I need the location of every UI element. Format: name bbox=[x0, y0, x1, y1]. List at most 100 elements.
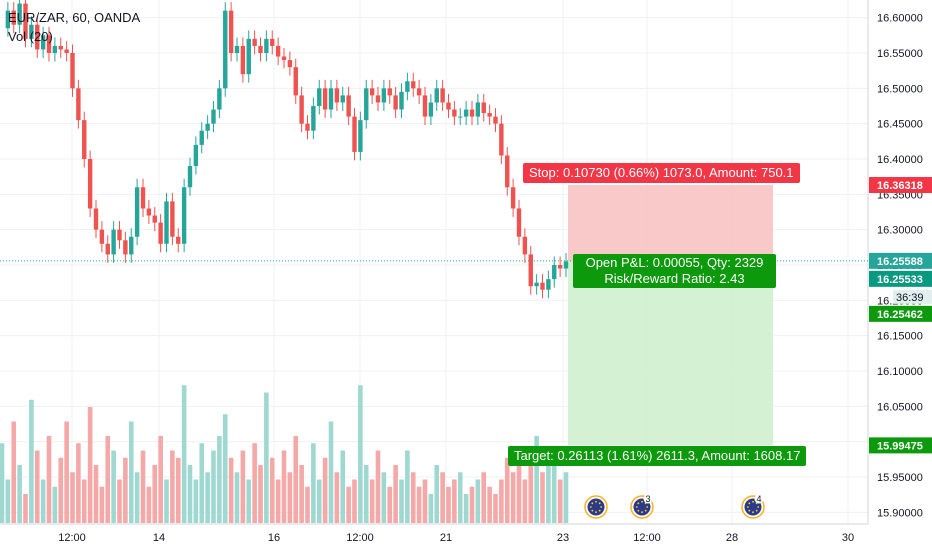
volume-bar bbox=[516, 450, 522, 523]
volume-bar bbox=[346, 486, 351, 523]
volume-bar bbox=[134, 472, 140, 523]
price-tick-label: 16.30000 bbox=[877, 225, 923, 237]
candle-body bbox=[176, 236, 181, 244]
candle-body bbox=[111, 229, 116, 255]
volume-bar bbox=[11, 421, 17, 523]
stop-label-text: Stop: 0.10730 (0.66%) 1073.0, Amount: 75… bbox=[529, 165, 794, 180]
volume-bar bbox=[358, 385, 363, 523]
volume-bar bbox=[99, 486, 105, 523]
volume-bar bbox=[369, 479, 375, 523]
candle-body bbox=[82, 120, 87, 159]
candle-body bbox=[164, 201, 169, 244]
volume-bar bbox=[375, 450, 381, 523]
candle-body bbox=[129, 236, 134, 255]
eu-star bbox=[644, 509, 647, 512]
time-tick-label: 16 bbox=[268, 532, 280, 544]
target-label[interactable]: Target: 0.26113 (1.61%) 2611.3, Amount: … bbox=[508, 446, 807, 466]
candle-body bbox=[211, 109, 216, 124]
volume-bar bbox=[422, 479, 428, 523]
volume-bar bbox=[522, 479, 528, 523]
candle-body bbox=[411, 81, 416, 89]
stop-zone bbox=[568, 185, 773, 262]
candle-body bbox=[510, 187, 516, 209]
volume-bar bbox=[311, 443, 316, 523]
volume-bar bbox=[546, 457, 551, 523]
volume-bar bbox=[58, 457, 64, 523]
candle-body bbox=[99, 229, 105, 244]
candle-body bbox=[458, 116, 463, 118]
volume-bar bbox=[457, 472, 463, 523]
volume-bar bbox=[46, 436, 52, 523]
volume-bar bbox=[551, 450, 557, 523]
candle-body bbox=[217, 88, 222, 110]
time-tick-label: 28 bbox=[726, 532, 738, 544]
volume-bar bbox=[352, 479, 357, 523]
entry2-price-tag: 16.25462 bbox=[869, 305, 932, 322]
volume-bar bbox=[293, 436, 299, 523]
volume-bar bbox=[499, 479, 504, 523]
volume-bar bbox=[322, 457, 328, 523]
price-tick-label: 16.60000 bbox=[877, 13, 923, 25]
volume-bar bbox=[234, 472, 240, 523]
candle-body bbox=[93, 208, 99, 230]
candle-body bbox=[299, 95, 304, 124]
target-price-tag-text: 15.99475 bbox=[877, 440, 923, 452]
volume-bar bbox=[76, 443, 81, 523]
candle-body bbox=[493, 116, 498, 124]
candle-body bbox=[240, 45, 246, 75]
time-tick-label: 12:00 bbox=[58, 532, 86, 544]
candle-body bbox=[469, 109, 475, 117]
volume-bar bbox=[504, 457, 510, 523]
volume-bar bbox=[128, 421, 134, 523]
volume-bar bbox=[211, 450, 216, 523]
candle-body bbox=[193, 144, 199, 167]
volume-bar bbox=[399, 479, 404, 523]
target-zone bbox=[568, 261, 773, 446]
eu-star bbox=[595, 500, 597, 503]
candle-body bbox=[11, 10, 16, 25]
candle-body bbox=[105, 243, 110, 255]
candle-body bbox=[446, 102, 451, 110]
stop-label[interactable]: Stop: 0.10730 (0.66%) 1073.0, Amount: 75… bbox=[523, 163, 800, 183]
volume-bar bbox=[393, 465, 398, 523]
candle-body bbox=[170, 201, 175, 237]
volume-bar bbox=[264, 392, 269, 523]
volume-bar bbox=[246, 479, 252, 523]
candle-body bbox=[516, 208, 522, 237]
eu-star bbox=[591, 509, 594, 512]
time-tick-label: 14 bbox=[153, 532, 165, 544]
volume-bar bbox=[199, 443, 205, 523]
volume-bar bbox=[105, 436, 111, 523]
volume-bar bbox=[117, 479, 122, 523]
current-price-tag-bg bbox=[869, 252, 932, 269]
volume-bar bbox=[187, 465, 193, 523]
eu-star bbox=[635, 506, 638, 508]
volume-bar bbox=[434, 465, 440, 523]
candle-body bbox=[328, 88, 334, 110]
time-tick-label: 21 bbox=[440, 532, 452, 544]
candle-body bbox=[205, 123, 210, 131]
volume-bar bbox=[40, 479, 46, 523]
volume-bar bbox=[275, 479, 281, 523]
event-count-bg bbox=[643, 494, 653, 504]
volume-bar bbox=[29, 399, 34, 523]
volume-bar bbox=[0, 443, 5, 523]
volume-bar bbox=[387, 486, 393, 523]
volume-bar bbox=[93, 465, 99, 523]
candle-body bbox=[340, 95, 345, 103]
volume-bar bbox=[240, 450, 246, 523]
candle-body bbox=[134, 187, 140, 237]
current-price-tag-text: 16.25588 bbox=[877, 256, 923, 268]
candle-body bbox=[252, 38, 257, 46]
price-tick-label: 15.90000 bbox=[877, 507, 923, 519]
candle-body bbox=[505, 155, 510, 188]
candle-body bbox=[275, 45, 281, 57]
volume-bar bbox=[269, 457, 275, 523]
price-tick-label: 16.10000 bbox=[877, 366, 923, 378]
candle-body bbox=[475, 102, 481, 117]
position-pnl-label[interactable]: Open P&L: 0.00055, Qty: 2329 Risk/Reward… bbox=[573, 254, 776, 288]
volume-bar bbox=[328, 421, 334, 523]
price-tick-label: 16.50000 bbox=[877, 83, 923, 95]
